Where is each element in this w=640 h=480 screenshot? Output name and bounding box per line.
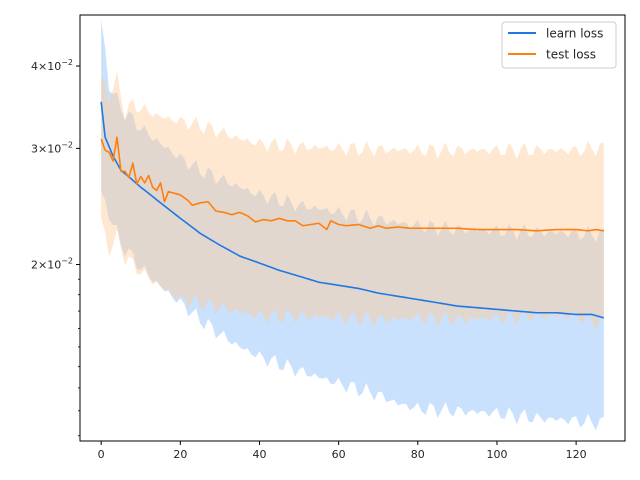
y-axis: 2×10−2 3×10−2 4×10−2 (31, 58, 80, 437)
series-lines (100, 101, 605, 319)
x-tick-label: 60 (332, 448, 346, 461)
y-tick-label: 3×10−2 (31, 140, 73, 155)
x-tick-label: 40 (252, 448, 266, 461)
plot-frame (79, 14, 626, 442)
y-tick-label: 2×10−2 (31, 257, 73, 272)
x-axis: 0 20 40 60 80 100 120 (98, 441, 587, 461)
band-test-loss (101, 71, 604, 331)
line-test-loss (100, 136, 604, 232)
line-learn-loss (100, 101, 605, 319)
legend-label-learn-loss: learn loss (546, 27, 603, 41)
x-tick-label: 20 (173, 448, 187, 461)
legend-label-test-loss: test loss (546, 48, 596, 62)
x-tick-label: 80 (411, 448, 425, 461)
x-tick-label: 120 (566, 448, 587, 461)
x-tick-label: 100 (486, 448, 507, 461)
x-tick-label: 0 (98, 448, 105, 461)
y-tick-label: 4×10−2 (31, 58, 73, 73)
legend: learn loss test loss (501, 21, 617, 69)
